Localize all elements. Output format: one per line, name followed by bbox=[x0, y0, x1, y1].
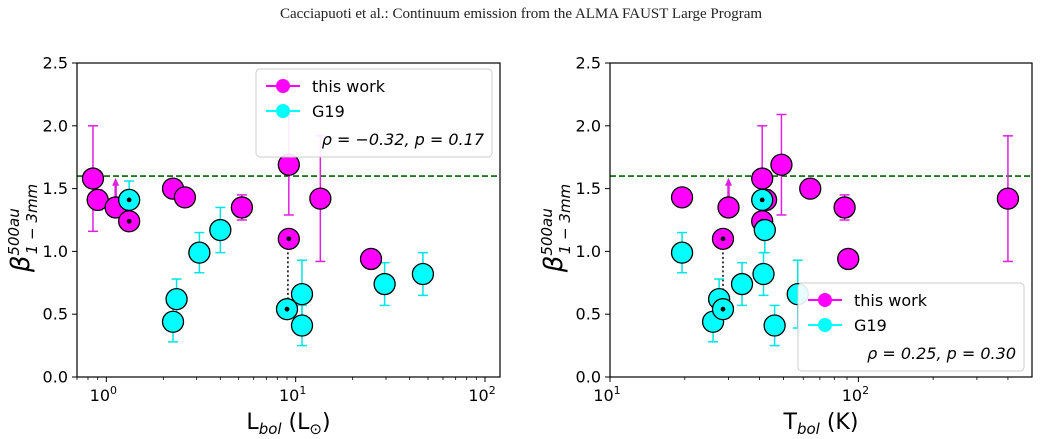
y-tick-label: 1.5 bbox=[43, 179, 68, 198]
x-tick-exponent: 2 bbox=[489, 384, 496, 397]
g19-point bbox=[290, 314, 314, 337]
g19-point bbox=[753, 218, 776, 242]
y-axis-label-sub: 1 − 3mm bbox=[556, 184, 574, 254]
y-tick-label: 2.0 bbox=[43, 116, 68, 135]
g19-point bbox=[165, 287, 188, 311]
legend-marker bbox=[276, 104, 290, 118]
g19-point bbox=[763, 314, 786, 337]
center-dot bbox=[720, 306, 726, 312]
this-work-point bbox=[833, 196, 856, 219]
legend: this work G19 ρ = −0.32, p = 0.17 bbox=[255, 68, 493, 158]
center-dot bbox=[759, 197, 765, 203]
legend-frame bbox=[797, 282, 1025, 372]
y-tick-label: 0.0 bbox=[576, 368, 601, 387]
x-tick-exponent: 1 bbox=[299, 384, 306, 397]
g19-point bbox=[161, 310, 185, 333]
legend-frame bbox=[255, 68, 493, 158]
y-axis-label-sub: 1 − 3mm bbox=[23, 184, 41, 254]
g19-point bbox=[730, 272, 754, 296]
y-tick-label: 2.5 bbox=[43, 54, 68, 73]
center-dot bbox=[126, 197, 132, 203]
x-axis-label-unit: (L bbox=[282, 410, 311, 435]
y-axis-label-sup: 500au bbox=[5, 208, 23, 255]
x-tick-label: 102 bbox=[468, 384, 495, 405]
legend-marker bbox=[276, 79, 290, 93]
y-tick-label: 1.0 bbox=[576, 242, 601, 261]
legend-stat: ρ = −0.32, p = 0.17 bbox=[322, 130, 485, 149]
y-axis-label-symbol: β bbox=[6, 256, 36, 274]
x-axis-label: Tbol (K) bbox=[783, 410, 859, 438]
this-work-point bbox=[230, 196, 254, 219]
legend-stat: ρ = 0.25, p = 0.30 bbox=[867, 344, 1016, 363]
x-tick-exponent: 2 bbox=[862, 384, 869, 397]
panel-tbol: 0.0 0.5 1.0 1.5 2.0 2.5 101 102 Tbol (K) β500au1 … bbox=[538, 54, 1033, 438]
legend-marker bbox=[818, 293, 832, 307]
x-tick-label: 101 bbox=[279, 384, 306, 405]
this-work-point bbox=[751, 167, 774, 190]
x-tick-exponent: 1 bbox=[614, 384, 621, 397]
center-dot bbox=[284, 306, 290, 312]
g19-point bbox=[188, 241, 211, 264]
axes-frame bbox=[609, 62, 1033, 378]
legend-label: this work bbox=[312, 77, 386, 96]
this-work-point bbox=[309, 187, 332, 210]
g19-point bbox=[290, 282, 314, 306]
legend-marker bbox=[818, 318, 832, 332]
this-work-point bbox=[996, 187, 1020, 210]
x-tick-label: 100 bbox=[90, 384, 117, 405]
this-work-point bbox=[670, 186, 694, 209]
y-tick-label: 2.0 bbox=[576, 116, 601, 135]
lower-limit-arrowhead bbox=[112, 177, 120, 186]
g19-point bbox=[411, 262, 435, 286]
g19-point bbox=[670, 241, 694, 264]
y-tick-label: 2.5 bbox=[576, 54, 601, 73]
g19-point bbox=[752, 262, 775, 286]
y-axis-label: β500au1 − 3mm bbox=[538, 184, 574, 273]
this-work-point bbox=[799, 177, 822, 200]
y-axis-label-symbol: β bbox=[539, 256, 569, 274]
this-work-point bbox=[837, 247, 860, 271]
y-axis-label: β500au1 − 3mm bbox=[5, 184, 41, 273]
this-work-point bbox=[81, 167, 105, 190]
g19-point bbox=[209, 218, 232, 242]
x-tick-label: 101 bbox=[593, 384, 620, 405]
g19-point bbox=[373, 272, 396, 296]
this-work-point bbox=[717, 196, 740, 219]
y-tick-label: 0.5 bbox=[576, 305, 601, 324]
axes-frame bbox=[76, 62, 501, 378]
this-work-point bbox=[770, 153, 793, 176]
x-axis-label-unit: (K) bbox=[820, 410, 859, 435]
running-title: Cacciapuoti et al.: Continuum emission f… bbox=[279, 6, 763, 22]
x-axis-label-sub: bol bbox=[797, 420, 821, 438]
y-tick-label: 0.5 bbox=[43, 305, 68, 324]
legend-label: G19 bbox=[312, 102, 345, 121]
center-dot bbox=[720, 236, 726, 242]
y-axis-label-sup: 500au bbox=[538, 208, 556, 255]
x-tick-label: 102 bbox=[842, 384, 869, 405]
legend-label: this work bbox=[854, 291, 928, 310]
center-dot bbox=[286, 236, 292, 242]
x-axis-label: Lbol (L⊙) bbox=[246, 410, 330, 438]
x-axis-label-close: ) bbox=[322, 410, 331, 435]
y-tick-label: 0.0 bbox=[43, 368, 68, 387]
y-tick-label: 1.5 bbox=[576, 179, 601, 198]
legend-label: G19 bbox=[854, 316, 887, 335]
x-axis-label-unit-sub: ⊙ bbox=[309, 420, 322, 438]
y-tick-label: 1.0 bbox=[43, 242, 68, 261]
this-work-point bbox=[173, 186, 197, 209]
center-dot bbox=[126, 218, 132, 224]
x-axis-label-sub: bol bbox=[259, 420, 283, 438]
x-tick-exponent: 0 bbox=[110, 384, 117, 397]
legend: this work G19 ρ = 0.25, p = 0.30 bbox=[797, 282, 1025, 372]
lower-limit-arrowhead bbox=[725, 177, 733, 186]
this-work-point bbox=[359, 247, 383, 271]
